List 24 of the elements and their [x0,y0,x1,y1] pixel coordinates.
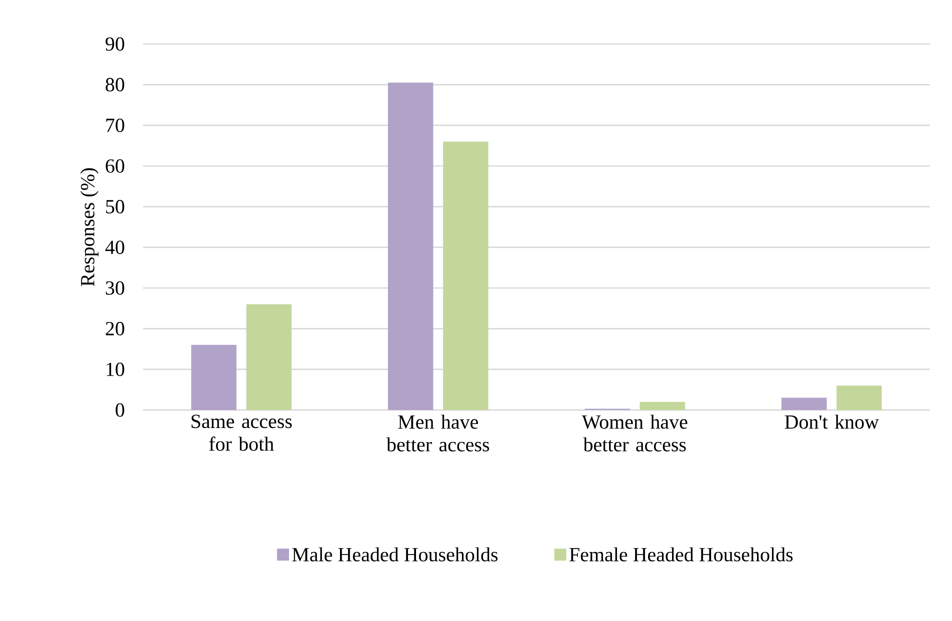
legend-label: Female Headed Households [570,547,793,562]
x-tick-label: Same access for both [192,414,292,451]
legend-label: Male Headed Households [292,547,498,562]
bar [781,398,827,410]
y-tick-label: 80 [106,78,124,92]
x-tick-label: Don't know [784,414,879,429]
bar [191,344,236,410]
y-axis-title: Responses (%) [80,168,98,286]
y-tick-label: 60 [106,159,124,173]
y-tick-label: 90 [106,37,124,51]
x-tick-label: Men have better access [386,414,490,452]
bar [640,402,686,410]
bar [246,304,292,410]
bar [443,142,488,410]
bar [836,386,882,410]
y-tick-label: 20 [106,322,124,336]
y-tick-label: 70 [106,118,124,132]
y-tick-label: 40 [105,240,124,254]
x-tick-label: Women have better access [582,414,688,452]
y-tick-label: 10 [106,362,124,376]
y-tick-label: 0 [116,403,124,417]
bar [388,82,434,410]
y-tick-label: 50 [106,200,124,214]
y-tick-label: 30 [106,281,124,295]
